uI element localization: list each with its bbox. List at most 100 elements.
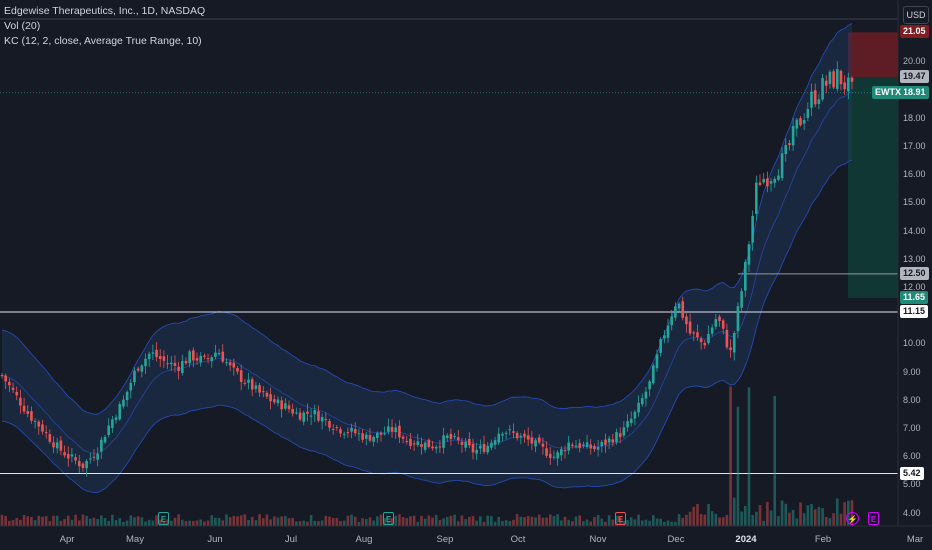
volume-bar xyxy=(306,521,309,526)
price-tag-value: 19.47 xyxy=(903,70,926,81)
volume-bar xyxy=(37,515,41,526)
volume-bar xyxy=(276,517,280,526)
earnings-icon[interactable]: E xyxy=(868,512,879,525)
candle-body xyxy=(412,443,416,445)
candle-body xyxy=(567,442,570,451)
time-label: Aug xyxy=(355,534,373,545)
candle-body xyxy=(37,421,41,427)
candle-body xyxy=(545,448,548,456)
candle-body xyxy=(376,432,379,438)
volume-bar xyxy=(593,517,596,526)
candle-body xyxy=(456,437,460,441)
volume-bar xyxy=(648,520,651,526)
volume-bar xyxy=(409,516,412,526)
candle-body xyxy=(486,446,490,453)
candle-body xyxy=(729,347,732,351)
volume-bar xyxy=(644,519,648,526)
volume-bar xyxy=(773,396,777,526)
candle-body xyxy=(298,412,302,420)
candle-body xyxy=(306,411,309,414)
candle-body xyxy=(401,436,405,439)
time-label: Oct xyxy=(510,534,526,545)
volume-bar xyxy=(817,506,821,526)
candle-body xyxy=(22,405,26,412)
legend-volume[interactable]: Vol (20) xyxy=(4,20,41,32)
volume-bar xyxy=(147,519,151,526)
candle-body xyxy=(795,119,799,129)
candle-body xyxy=(103,436,107,443)
volume-bar xyxy=(835,498,839,526)
volume-bar xyxy=(199,519,203,526)
earnings-icon[interactable]: E xyxy=(158,512,169,525)
volume-bar xyxy=(181,519,184,526)
volume-bar xyxy=(445,516,449,526)
candle-body xyxy=(644,391,648,399)
candle-body xyxy=(147,353,151,360)
volume-bar xyxy=(777,516,780,526)
price-label: 14.00 xyxy=(903,225,926,236)
candle-body xyxy=(471,444,475,453)
volume-bar xyxy=(390,518,394,526)
volume-bar xyxy=(710,511,714,526)
candle-body xyxy=(677,303,681,309)
candle-body xyxy=(324,418,328,420)
volume-bar xyxy=(250,516,254,526)
currency-button[interactable]: USD xyxy=(903,6,929,24)
volume-bar xyxy=(26,516,30,526)
candle-body xyxy=(696,332,699,338)
candle-body xyxy=(832,71,835,88)
candle-body xyxy=(438,446,442,448)
earnings-icon[interactable]: E xyxy=(615,512,626,525)
candle-body xyxy=(169,362,173,365)
volume-bar xyxy=(89,518,92,526)
volume-bar xyxy=(626,519,629,526)
candle-body xyxy=(574,445,578,448)
earnings-icon[interactable]: E xyxy=(383,512,394,525)
candle-body xyxy=(626,421,629,428)
candle-body xyxy=(383,433,386,435)
legend-keltner[interactable]: KC (12, 2, close, Average True Range, 10… xyxy=(4,35,202,47)
volume-bar xyxy=(30,516,33,526)
candle-body xyxy=(66,453,70,459)
volume-bar xyxy=(387,521,390,526)
candle-body xyxy=(4,375,7,382)
price-label: 18.00 xyxy=(903,112,926,123)
volume-bar xyxy=(317,521,320,526)
candle-body xyxy=(508,429,512,431)
candle-body xyxy=(589,444,593,449)
price-tag: 11.65 xyxy=(900,290,929,304)
candle-body xyxy=(740,291,743,308)
candle-body xyxy=(81,463,85,468)
volume-bar xyxy=(600,518,604,526)
volume-bar xyxy=(423,518,427,526)
volume-bar xyxy=(515,514,519,526)
split-icon[interactable]: ⚡ xyxy=(846,512,859,525)
volume-bar xyxy=(611,519,615,526)
candle-body xyxy=(26,411,30,414)
volume-bar xyxy=(839,513,843,526)
candle-body xyxy=(74,457,77,461)
volume-bar xyxy=(674,521,677,526)
candle-body xyxy=(339,429,342,434)
keltner-channel-fill xyxy=(2,23,852,493)
volume-bar xyxy=(688,511,692,526)
candle-body xyxy=(250,379,254,390)
volume-bar xyxy=(357,521,361,526)
volume-bar xyxy=(111,514,114,526)
candle-body xyxy=(317,411,320,421)
volume-bar xyxy=(493,521,497,526)
candle-body xyxy=(633,411,637,419)
candle-body xyxy=(475,449,478,454)
candle-body xyxy=(788,143,791,145)
volume-bar xyxy=(122,521,125,526)
volume-bar xyxy=(228,517,232,526)
candle-body xyxy=(648,381,651,390)
volume-bar xyxy=(490,516,493,526)
price-label: 15.00 xyxy=(903,197,926,208)
price-tag: 19.47 xyxy=(900,69,929,83)
candle-body xyxy=(77,461,81,467)
candle-body xyxy=(287,405,291,410)
candle-body xyxy=(637,402,640,413)
